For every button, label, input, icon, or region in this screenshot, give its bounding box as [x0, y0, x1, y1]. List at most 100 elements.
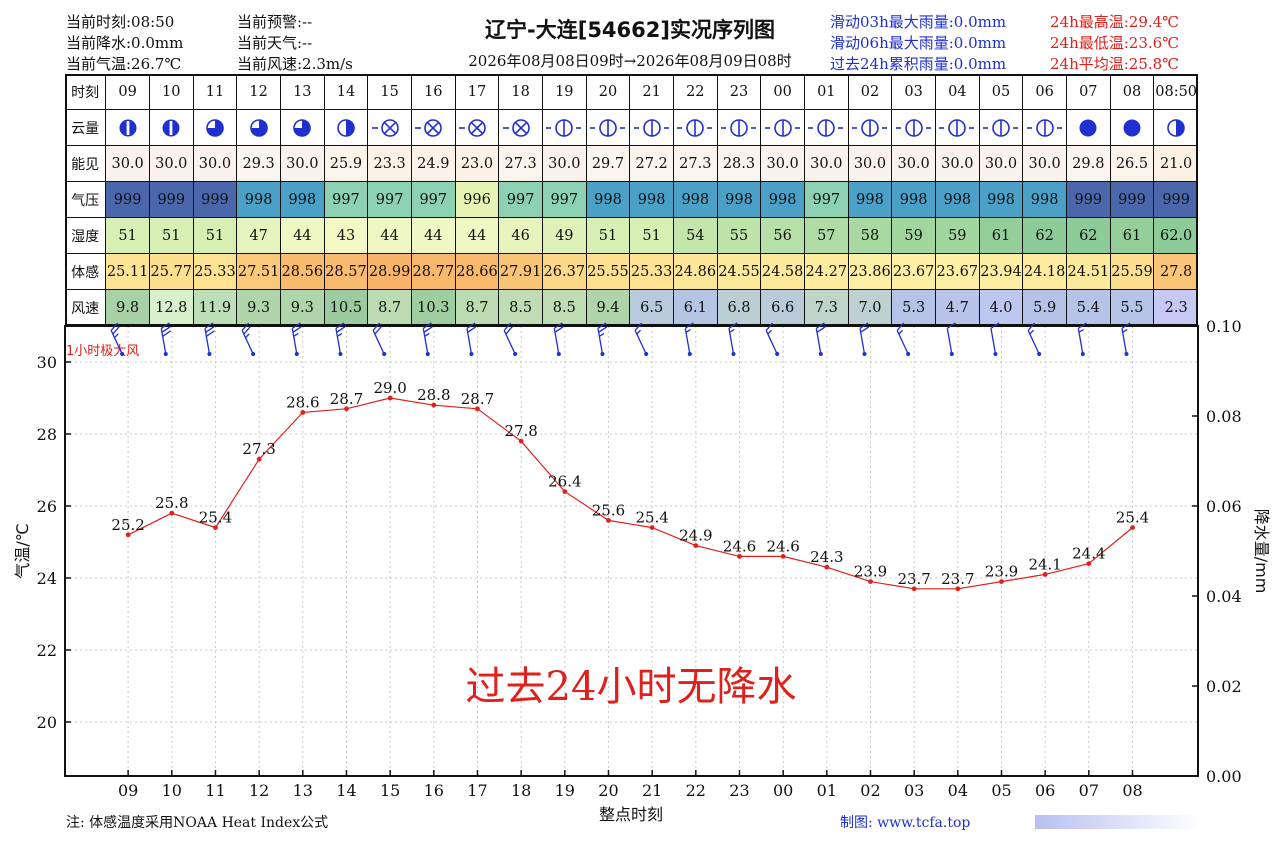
y-tick-label: 30	[37, 353, 57, 372]
cloud-cover-icon	[935, 110, 980, 146]
cell-feels-like: 27.8	[1154, 254, 1198, 290]
cell-feels-like: 25.55	[586, 254, 631, 290]
temperature-point-label: 23.7	[941, 570, 974, 588]
temperature-point-label: 24.4	[1072, 545, 1105, 563]
cell-pressure: 997	[368, 182, 412, 218]
cell-humidity: 58	[848, 218, 893, 254]
cell-visibility: 30.0	[1023, 146, 1067, 182]
cell-feels-like: 26.37	[542, 254, 587, 290]
x-tick-label: 19	[555, 781, 575, 800]
cell-feels-like: 25.11	[106, 254, 150, 290]
temperature-point	[649, 525, 655, 530]
cell-pressure: 998	[280, 182, 325, 218]
temperature-point	[256, 456, 262, 462]
row-label-humidity: 湿度	[65, 218, 107, 254]
x-tick-label: 09	[118, 781, 138, 800]
table-row-feels-like: 体感 25.11 25.77 25.33 27.51 28.56 28.57 28.99 28.…	[65, 254, 1198, 290]
wind-barb-icon	[110, 322, 125, 356]
temp-stat-avg: 24h平均温:25.8℃	[1050, 55, 1179, 73]
x-tick-label: 01	[817, 781, 837, 800]
cell-humidity: 51	[193, 218, 238, 254]
temperature-point	[387, 395, 393, 401]
y-tick-label: 28	[37, 425, 57, 444]
cell-wind-speed: 10.3	[411, 290, 456, 326]
cloud-cover-icon	[324, 110, 369, 146]
cell-humidity: 44	[280, 218, 325, 254]
cell-visibility: 24.9	[411, 146, 456, 182]
cell-wind-speed: 8.5	[499, 290, 543, 326]
cell-feels-like: 24.27	[804, 254, 849, 290]
wind-barb-icon	[160, 322, 172, 356]
current-weather: 当前天气:--	[237, 34, 313, 52]
cell-wind-speed: 7.3	[804, 290, 849, 326]
credit-link[interactable]: 制图: www.tcfa.top	[840, 815, 971, 831]
temperature-point	[911, 586, 917, 592]
cell-wind-speed: 5.4	[1066, 290, 1111, 326]
wind-barb-icon	[553, 322, 564, 356]
cell-feels-like: 28.99	[368, 254, 412, 290]
cell-pressure: 999	[193, 182, 238, 218]
cell-pressure: 999	[149, 182, 194, 218]
no-rain-annotation: 过去24小时无降水	[466, 664, 797, 710]
cell-hour: 00	[761, 74, 805, 110]
y-tick-label: 24	[37, 569, 57, 588]
rain-stat-24h: 过去24h累积雨量:0.0mm	[830, 55, 1007, 73]
cell-visibility: 28.3	[717, 146, 762, 182]
cell-wind-speed: 4.7	[935, 290, 980, 326]
cell-hour: 08:50	[1154, 74, 1198, 110]
cloud-cover-icon	[804, 110, 849, 146]
cell-pressure: 999	[1066, 182, 1111, 218]
table-row-humidity: 湿度 51 51 51 47 44 43 44 44 44 46 49 51 51 54 55 56 57 58 59…	[65, 218, 1198, 254]
y-axis-title: 气温/℃	[13, 523, 32, 578]
cell-wind-speed: 8.5	[542, 290, 587, 326]
y2-tick-label: 0.04	[1206, 587, 1242, 606]
wind-barb-icon	[466, 322, 477, 356]
cell-wind-speed: 9.4	[586, 290, 631, 326]
cell-pressure: 997	[542, 182, 587, 218]
current-wind: 当前风速:2.3m/s	[237, 55, 353, 73]
temperature-point-label: 27.8	[504, 422, 537, 440]
temperature-point-label: 23.9	[854, 563, 887, 581]
chart-subtitle: 2026年08月08日09时→2026年08月09日08时	[468, 52, 792, 70]
temperature-point-label: 27.3	[242, 440, 275, 458]
temperature-point-label: 28.6	[286, 393, 319, 411]
cell-feels-like: 23.86	[848, 254, 893, 290]
temperature-point	[737, 554, 742, 559]
x-tick-label: 18	[511, 781, 531, 800]
temperature-point-label: 25.2	[111, 516, 144, 534]
cell-humidity: 62	[1023, 218, 1067, 254]
cell-hour: 17	[455, 74, 500, 110]
cell-hour: 15	[368, 74, 412, 110]
rain-stat-03h: 滑动03h最大雨量:0.0mm	[830, 13, 1007, 31]
cell-humidity: 47	[237, 218, 281, 254]
rain-stat-06h: 滑动06h最大雨量:0.0mm	[830, 34, 1007, 52]
cell-wind-speed: 7.0	[848, 290, 893, 326]
cell-pressure: 998	[237, 182, 281, 218]
cell-hour: 13	[280, 74, 325, 110]
cloud-cover-icon	[193, 110, 238, 146]
temperature-point-label: 24.6	[723, 537, 756, 555]
row-label-hour: 时刻	[65, 74, 107, 110]
wind-barb-icon	[1027, 322, 1042, 356]
temperature-point	[562, 489, 568, 494]
cell-hour: 12	[237, 74, 281, 110]
cell-humidity: 51	[586, 218, 631, 254]
cell-feels-like: 27.91	[499, 254, 543, 290]
current-precip: 当前降水:0.0mm	[66, 34, 184, 52]
cell-hour: 06	[1023, 74, 1067, 110]
current-temp: 当前气温:26.7℃	[66, 55, 182, 73]
cell-feels-like: 27.51	[237, 254, 281, 290]
x-tick-label: 10	[162, 781, 182, 800]
cell-pressure: 998	[892, 182, 936, 218]
cell-humidity: 61	[979, 218, 1024, 254]
wind-barb-icon	[204, 322, 215, 356]
temperature-point-label: 25.6	[592, 501, 625, 519]
x-tick-label: 20	[598, 781, 618, 800]
temp-stat-max: 24h最高温:29.4℃	[1050, 13, 1179, 31]
x-tick-label: 17	[467, 781, 487, 800]
cloud-cover-icon	[630, 110, 674, 146]
cell-humidity: 55	[717, 218, 762, 254]
cloud-cover-icon	[979, 110, 1024, 146]
cloud-cover-icon	[455, 110, 500, 146]
cell-wind-speed: 5.9	[1023, 290, 1067, 326]
